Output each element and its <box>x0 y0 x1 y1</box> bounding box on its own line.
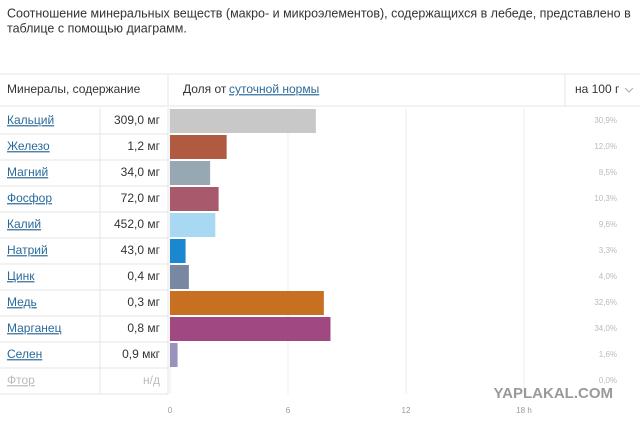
value-label: 10,3% <box>594 194 617 203</box>
bar <box>170 135 227 159</box>
mineral-link[interactable]: Медь <box>7 295 37 309</box>
value-label: 1,6% <box>599 350 617 359</box>
value-label: 9,6% <box>599 220 617 229</box>
amount: 0,9 мкг <box>122 347 161 361</box>
intro: Соотношение минеральных веществ (макро- … <box>7 6 631 20</box>
x-tick-label: 0 <box>168 406 173 415</box>
bar <box>170 213 216 237</box>
amount: 1,2 мг <box>127 139 160 153</box>
amount: 0,3 мг <box>127 295 160 309</box>
bar <box>170 187 219 211</box>
norm-link[interactable]: суточной нормы <box>229 82 319 96</box>
mineral-link[interactable]: Цинк <box>7 269 35 283</box>
amount: 452,0 мг <box>114 217 161 231</box>
bar <box>170 317 331 341</box>
value-label: 3,3% <box>599 246 617 255</box>
bar <box>170 343 178 367</box>
chevron <box>624 87 634 93</box>
bar <box>170 291 324 315</box>
mineral-link[interactable]: Калий <box>7 217 41 231</box>
amount: 72,0 мг <box>121 191 161 205</box>
value-label: 0,0% <box>599 376 617 385</box>
intro: таблице с помощью диаграмм. <box>7 21 187 35</box>
mineral-link[interactable]: Кальций <box>7 113 54 127</box>
amount: 34,0 мг <box>121 165 161 179</box>
value-label: 4,0% <box>599 272 617 281</box>
watermark: YAPLAKAL.COM <box>494 385 613 402</box>
bar <box>170 109 316 133</box>
bar <box>170 161 211 185</box>
mineral-link[interactable]: Натрий <box>7 243 48 257</box>
per-select[interactable]: на 100 г <box>575 82 620 96</box>
mineral-link[interactable]: Марганец <box>7 321 62 335</box>
value-label: 32,6% <box>594 298 617 307</box>
mineral-link[interactable]: Магний <box>7 165 48 179</box>
mineral-link[interactable]: Селен <box>7 347 42 361</box>
x-tick-label: 18 h <box>516 406 532 415</box>
value-label: 12,0% <box>594 142 617 151</box>
x-tick-label: 6 <box>286 406 291 415</box>
mineral-link[interactable]: Фосфор <box>7 191 52 205</box>
value-label: 34,0% <box>594 324 617 333</box>
value-label: 30,9% <box>594 116 617 125</box>
amount: 309,0 мг <box>114 113 161 127</box>
amount: н/д <box>143 373 160 387</box>
mineral-link[interactable]: Железо <box>7 139 50 153</box>
bar <box>170 239 186 263</box>
x-tick-label: 12 <box>402 406 411 415</box>
bar <box>170 265 189 289</box>
amount: 43,0 мг <box>121 243 161 257</box>
mineral-link[interactable]: Фтор <box>7 373 35 387</box>
amount: 0,8 мг <box>127 321 160 335</box>
value-label: 8,5% <box>599 168 617 177</box>
header-share: Доля от <box>183 82 227 96</box>
header-minerals: Минералы, содержание <box>7 82 141 96</box>
amount: 0,4 мг <box>127 269 160 283</box>
